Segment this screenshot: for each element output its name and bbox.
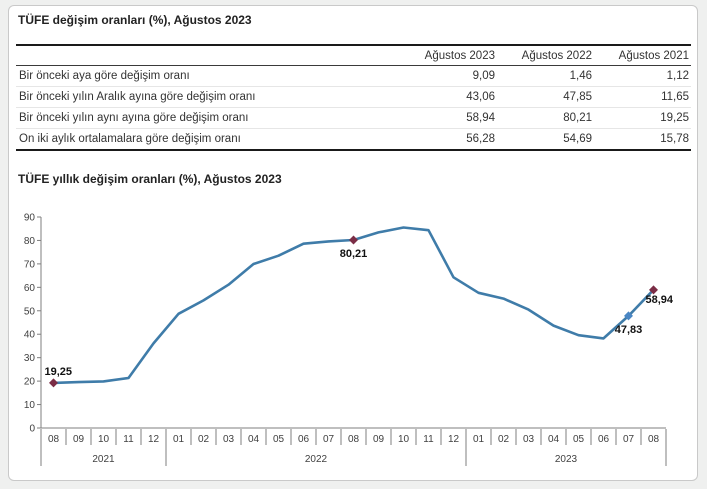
data-marker xyxy=(624,311,633,321)
month-label: 11 xyxy=(423,434,434,445)
month-label: 03 xyxy=(523,434,535,445)
row-value: 58,94 xyxy=(466,112,495,124)
data-marker xyxy=(649,285,658,295)
row-value: 11,65 xyxy=(661,91,689,103)
month-label: 04 xyxy=(248,434,260,445)
y-tick-label: 60 xyxy=(24,283,36,294)
month-label: 03 xyxy=(223,434,235,445)
row-value: 9,09 xyxy=(472,70,495,82)
annotation-label: 80,21 xyxy=(340,248,368,260)
table-title: TÜFE değişim oranları (%), Ağustos 2023 xyxy=(18,13,252,27)
row-label: On iki aylık ortalamalara göre değişim o… xyxy=(19,133,241,145)
annotation-label: 58,94 xyxy=(646,294,674,306)
row-label: Bir önceki aya göre değişim oranı xyxy=(19,70,190,82)
row-label: Bir önceki yılın Aralık ayına göre değiş… xyxy=(19,91,256,103)
month-label: 08 xyxy=(48,434,60,445)
month-label: 08 xyxy=(348,434,360,445)
month-label: 01 xyxy=(173,434,185,445)
month-label: 04 xyxy=(548,434,560,445)
y-tick-label: 50 xyxy=(24,306,36,317)
table-row: Bir önceki yılın aynı ayına göre değişim… xyxy=(16,108,691,129)
y-tick-label: 10 xyxy=(24,400,36,411)
report-card: TÜFE değişim oranları (%), Ağustos 2023 … xyxy=(8,5,698,481)
month-label: 08 xyxy=(648,434,660,445)
year-label: 2021 xyxy=(92,454,115,465)
month-label: 10 xyxy=(398,434,410,445)
month-label: 02 xyxy=(198,434,210,445)
col-header-aug2021: Ağustos 2021 xyxy=(618,49,689,62)
chart-title: TÜFE yıllık değişim oranları (%), Ağusto… xyxy=(18,172,282,186)
row-value: 1,46 xyxy=(569,70,592,82)
annotation-label: 19,25 xyxy=(45,366,73,378)
month-label: 11 xyxy=(123,434,134,445)
annotation-label: 47,83 xyxy=(615,324,643,336)
row-value: 19,25 xyxy=(660,112,689,124)
y-tick-label: 0 xyxy=(29,424,35,435)
y-tick-label: 70 xyxy=(24,259,36,270)
col-header-aug2023: Ağustos 2023 xyxy=(424,49,495,62)
month-label: 05 xyxy=(273,434,285,445)
month-label: 12 xyxy=(148,434,160,445)
row-value: 15,78 xyxy=(660,133,689,145)
table-row: Bir önceki aya göre değişim oranı 9,09 1,4… xyxy=(16,66,691,87)
table-row: On iki aylık ortalamalara göre değişim o… xyxy=(16,129,691,149)
row-label: Bir önceki yılın aynı ayına göre değişim… xyxy=(19,112,249,124)
month-label: 07 xyxy=(323,434,335,445)
month-label: 09 xyxy=(373,434,385,445)
row-value: 54,69 xyxy=(563,133,592,145)
month-label: 06 xyxy=(598,434,610,445)
col-header-aug2022: Ağustos 2022 xyxy=(521,49,592,62)
data-marker xyxy=(349,235,358,245)
month-label: 10 xyxy=(98,434,110,445)
table-row: Bir önceki yılın Aralık ayına göre değiş… xyxy=(16,87,691,108)
cpi-table: Ağustos 2023 Ağustos 2022 Ağustos 2021 B… xyxy=(16,44,691,151)
month-label: 02 xyxy=(498,434,510,445)
table-body: Bir önceki aya göre değişim oranı 9,09 1,4… xyxy=(16,66,691,149)
year-label: 2023 xyxy=(555,454,578,465)
row-value: 56,28 xyxy=(466,133,495,145)
month-label: 09 xyxy=(73,434,85,445)
table-header-row: Ağustos 2023 Ağustos 2022 Ağustos 2021 xyxy=(16,46,691,66)
month-label: 05 xyxy=(573,434,585,445)
y-tick-label: 90 xyxy=(24,213,36,224)
row-value: 43,06 xyxy=(466,91,495,103)
y-tick-label: 80 xyxy=(24,236,36,247)
y-tick-label: 40 xyxy=(24,330,36,341)
row-value: 1,12 xyxy=(666,70,689,82)
month-label: 06 xyxy=(298,434,310,445)
row-value: 47,85 xyxy=(563,91,592,103)
year-label: 2022 xyxy=(305,454,328,465)
y-tick-label: 30 xyxy=(24,353,36,364)
month-label: 01 xyxy=(473,434,485,445)
month-label: 07 xyxy=(623,434,635,445)
row-value: 80,21 xyxy=(563,112,592,124)
y-tick-label: 20 xyxy=(24,377,36,388)
month-label: 12 xyxy=(448,434,460,445)
data-marker xyxy=(49,378,58,388)
